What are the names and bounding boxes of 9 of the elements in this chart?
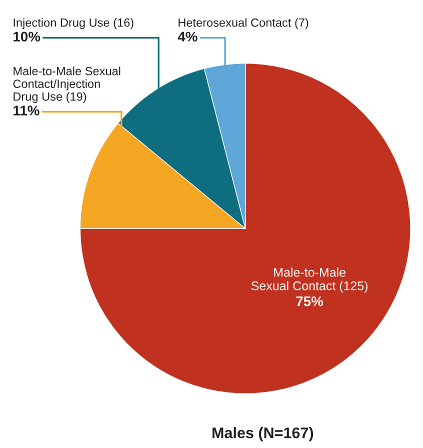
data-label: 75% — [296, 296, 324, 306]
text: Males (N=167) — [212, 427, 314, 442]
slice-label: Injection Drug Use (16) — [14, 18, 134, 30]
slice-label: Male-to-Male Sexual Contact (125) — [251, 268, 368, 293]
data-label: 11% — [14, 106, 40, 116]
data-label: 10% — [14, 32, 40, 42]
slice-label: Male-to-Male Sexual Contact/Injection Drug Use (19) — [13, 66, 120, 104]
slice-label: Heterosexual Contact (7) — [178, 18, 308, 30]
data-label: 4% — [178, 32, 198, 42]
